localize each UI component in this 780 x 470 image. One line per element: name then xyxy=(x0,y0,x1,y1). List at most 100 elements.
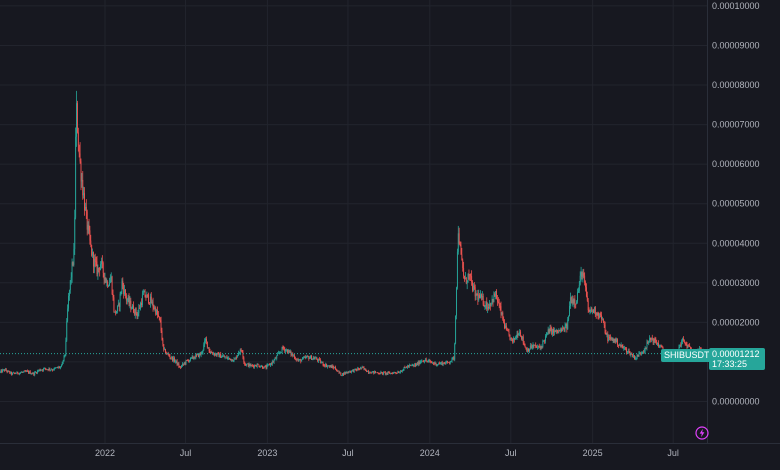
candle-up xyxy=(73,249,75,265)
candle-up xyxy=(452,357,454,359)
candle-up xyxy=(514,337,516,340)
candle-down xyxy=(613,338,615,342)
time-axis-divider xyxy=(0,443,780,444)
candle-up xyxy=(58,366,60,368)
candle-down xyxy=(486,301,488,310)
candle-down xyxy=(308,356,310,360)
candle-up xyxy=(205,338,207,341)
candle-down xyxy=(113,297,115,312)
candle-up xyxy=(540,346,542,349)
candle-up xyxy=(32,372,34,374)
candle-up xyxy=(450,360,452,362)
candle-down xyxy=(651,337,653,341)
candle-up xyxy=(280,352,282,353)
candle-up xyxy=(475,293,477,297)
candle-up xyxy=(305,356,307,358)
candle-down xyxy=(13,372,15,374)
candle-down xyxy=(292,353,294,356)
candle-up xyxy=(414,364,416,366)
candle-up xyxy=(325,364,327,367)
candle-down xyxy=(180,367,182,368)
candle-up xyxy=(510,337,512,340)
candle-up xyxy=(10,372,12,374)
candle-down xyxy=(489,304,491,307)
candle-down xyxy=(295,358,297,360)
candle-up xyxy=(653,338,655,343)
candle-up xyxy=(20,372,21,374)
candle-down xyxy=(536,346,538,348)
candle-down xyxy=(523,342,525,345)
candle-down xyxy=(82,179,84,196)
candle-up xyxy=(437,364,439,365)
candle-down xyxy=(395,372,397,374)
candle-up xyxy=(104,278,106,280)
candle-up xyxy=(478,294,480,301)
candle-down xyxy=(508,331,510,335)
candle-down xyxy=(597,312,599,316)
candle-down xyxy=(136,313,138,317)
candle-down xyxy=(322,362,324,366)
candle-up xyxy=(589,309,591,312)
candle-down xyxy=(265,366,267,369)
candle-up xyxy=(35,372,37,373)
candle-up xyxy=(347,371,349,373)
candle-up xyxy=(83,193,85,196)
candle-down xyxy=(622,346,624,349)
candle-down xyxy=(496,291,497,299)
candle-up xyxy=(543,340,545,342)
candle-down xyxy=(304,356,306,358)
candle-down xyxy=(594,307,596,315)
candle-down xyxy=(25,370,27,372)
candle-up xyxy=(582,273,584,277)
candle-down xyxy=(275,358,277,359)
candle-down xyxy=(593,310,594,313)
candle-up xyxy=(321,362,323,363)
candle-up xyxy=(189,357,191,361)
candle-down xyxy=(45,368,47,370)
candle-down xyxy=(661,346,663,348)
candle-down xyxy=(477,294,479,301)
candle-up xyxy=(580,272,582,276)
candle-down xyxy=(382,372,384,375)
candle-up xyxy=(407,365,409,368)
candle-up xyxy=(372,371,374,372)
candle-down xyxy=(396,372,398,374)
candle-up xyxy=(485,301,487,306)
candle-down xyxy=(367,370,369,373)
candle-up xyxy=(401,370,403,372)
candle-down xyxy=(459,243,461,245)
candle-down xyxy=(283,347,285,349)
candle-down xyxy=(212,353,214,355)
candle-down xyxy=(528,348,530,352)
candle-down xyxy=(95,261,97,263)
candle-up xyxy=(410,365,412,366)
candle-up xyxy=(569,305,570,317)
candle-down xyxy=(214,353,215,356)
candle-down xyxy=(196,354,198,356)
candle-up xyxy=(38,369,40,371)
candle-up xyxy=(464,277,466,280)
candle-down xyxy=(135,308,137,314)
candle-down xyxy=(365,368,367,371)
candle-down xyxy=(344,372,346,374)
candle-down xyxy=(251,364,253,366)
candle-down xyxy=(24,370,26,372)
candle-up xyxy=(411,365,413,366)
candle-up xyxy=(69,280,71,291)
candle-down xyxy=(236,357,238,358)
candle-down xyxy=(173,357,175,362)
candle-down xyxy=(391,373,393,374)
candle-up xyxy=(403,367,405,370)
candle-down xyxy=(618,345,619,346)
candle-up xyxy=(64,354,66,356)
candle-up xyxy=(12,372,14,374)
candle-up xyxy=(614,338,616,342)
candle-down xyxy=(262,368,264,369)
lightning-icon[interactable] xyxy=(695,426,709,440)
candle-down xyxy=(85,206,87,212)
candle-down xyxy=(689,345,691,348)
candle-down xyxy=(375,371,376,373)
grid-lines xyxy=(0,0,707,443)
candle-up xyxy=(23,370,25,372)
